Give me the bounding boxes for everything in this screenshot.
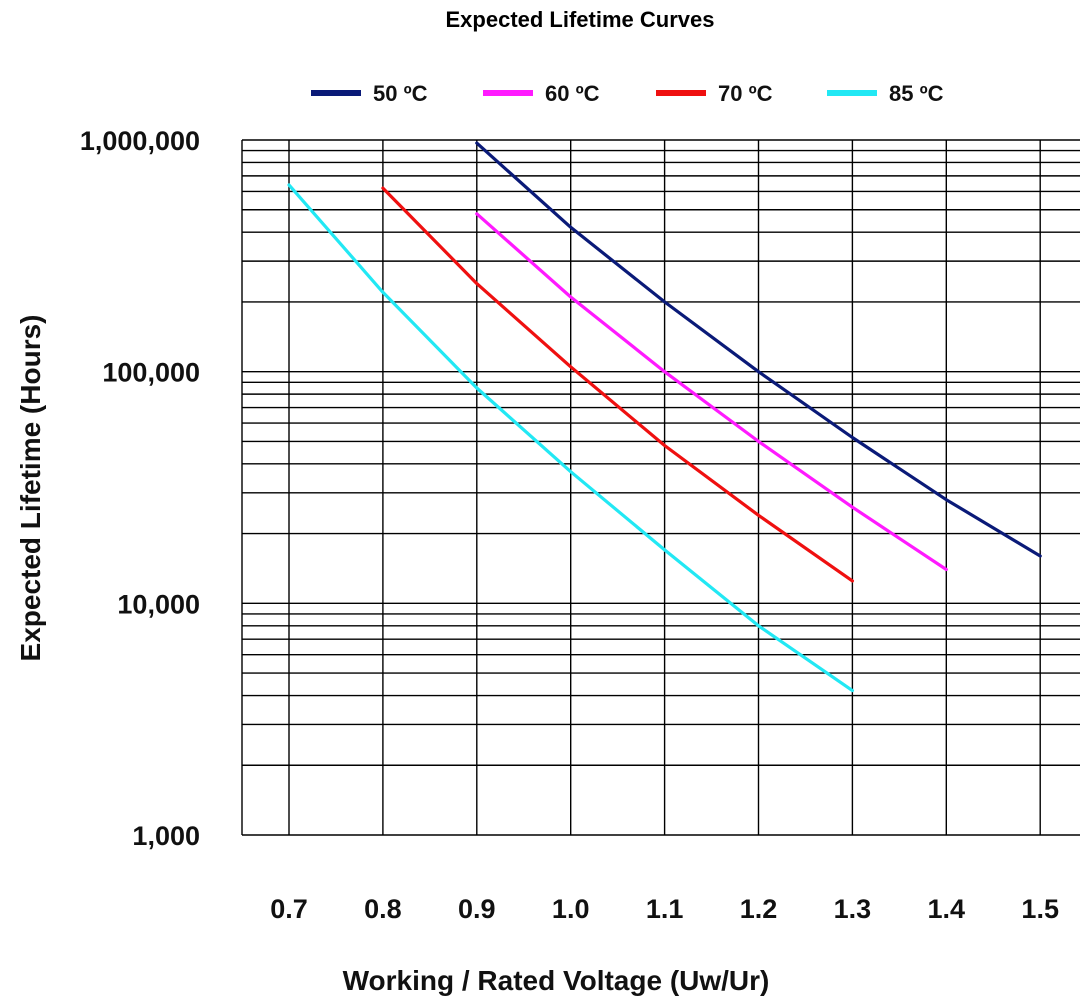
legend-item: 85 ºC	[827, 81, 944, 106]
x-tick-label: 1.3	[834, 894, 872, 924]
plot-grid	[241, 139, 1080, 836]
legend-label: 70 ºC	[718, 81, 773, 106]
legend-item: 60 ºC	[483, 81, 600, 106]
x-tick-label: 0.9	[458, 894, 496, 924]
legend: 50 ºC 60 ºC 70 ºC 85 ºC	[311, 81, 944, 106]
y-axis-title: Expected Lifetime (Hours)	[15, 315, 46, 662]
x-tick-labels: 0.7 0.8 0.9 1.0 1.1 1.2 1.3 1.4 1.5	[270, 894, 1059, 924]
y-tick-label: 10,000	[117, 589, 200, 619]
x-tick-label: 1.1	[646, 894, 684, 924]
legend-item: 50 ºC	[311, 81, 428, 106]
series-line	[475, 141, 1042, 558]
x-tick-label: 1.2	[740, 894, 778, 924]
legend-label: 85 ºC	[889, 81, 944, 106]
x-axis-title: Working / Rated Voltage (Uw/Ur)	[343, 965, 770, 996]
legend-label: 60 ºC	[545, 81, 600, 106]
series-line	[287, 183, 855, 693]
x-tick-label: 1.4	[928, 894, 966, 924]
chart-title: Expected Lifetime Curves	[446, 7, 715, 32]
series-layer	[287, 141, 1042, 693]
x-tick-label: 0.8	[364, 894, 402, 924]
x-tick-label: 1.0	[552, 894, 590, 924]
legend-label: 50 ºC	[373, 81, 428, 106]
series-line	[475, 212, 948, 572]
legend-item: 70 ºC	[656, 81, 773, 106]
y-tick-label: 1,000,000	[80, 126, 200, 156]
y-tick-label: 1,000	[132, 821, 200, 851]
x-tick-label: 0.7	[270, 894, 308, 924]
y-tick-labels: 1,000 10,000 100,000 1,000,000	[80, 126, 200, 851]
x-tick-label: 1.5	[1021, 894, 1059, 924]
y-tick-label: 100,000	[102, 358, 200, 388]
series-line	[381, 186, 855, 583]
